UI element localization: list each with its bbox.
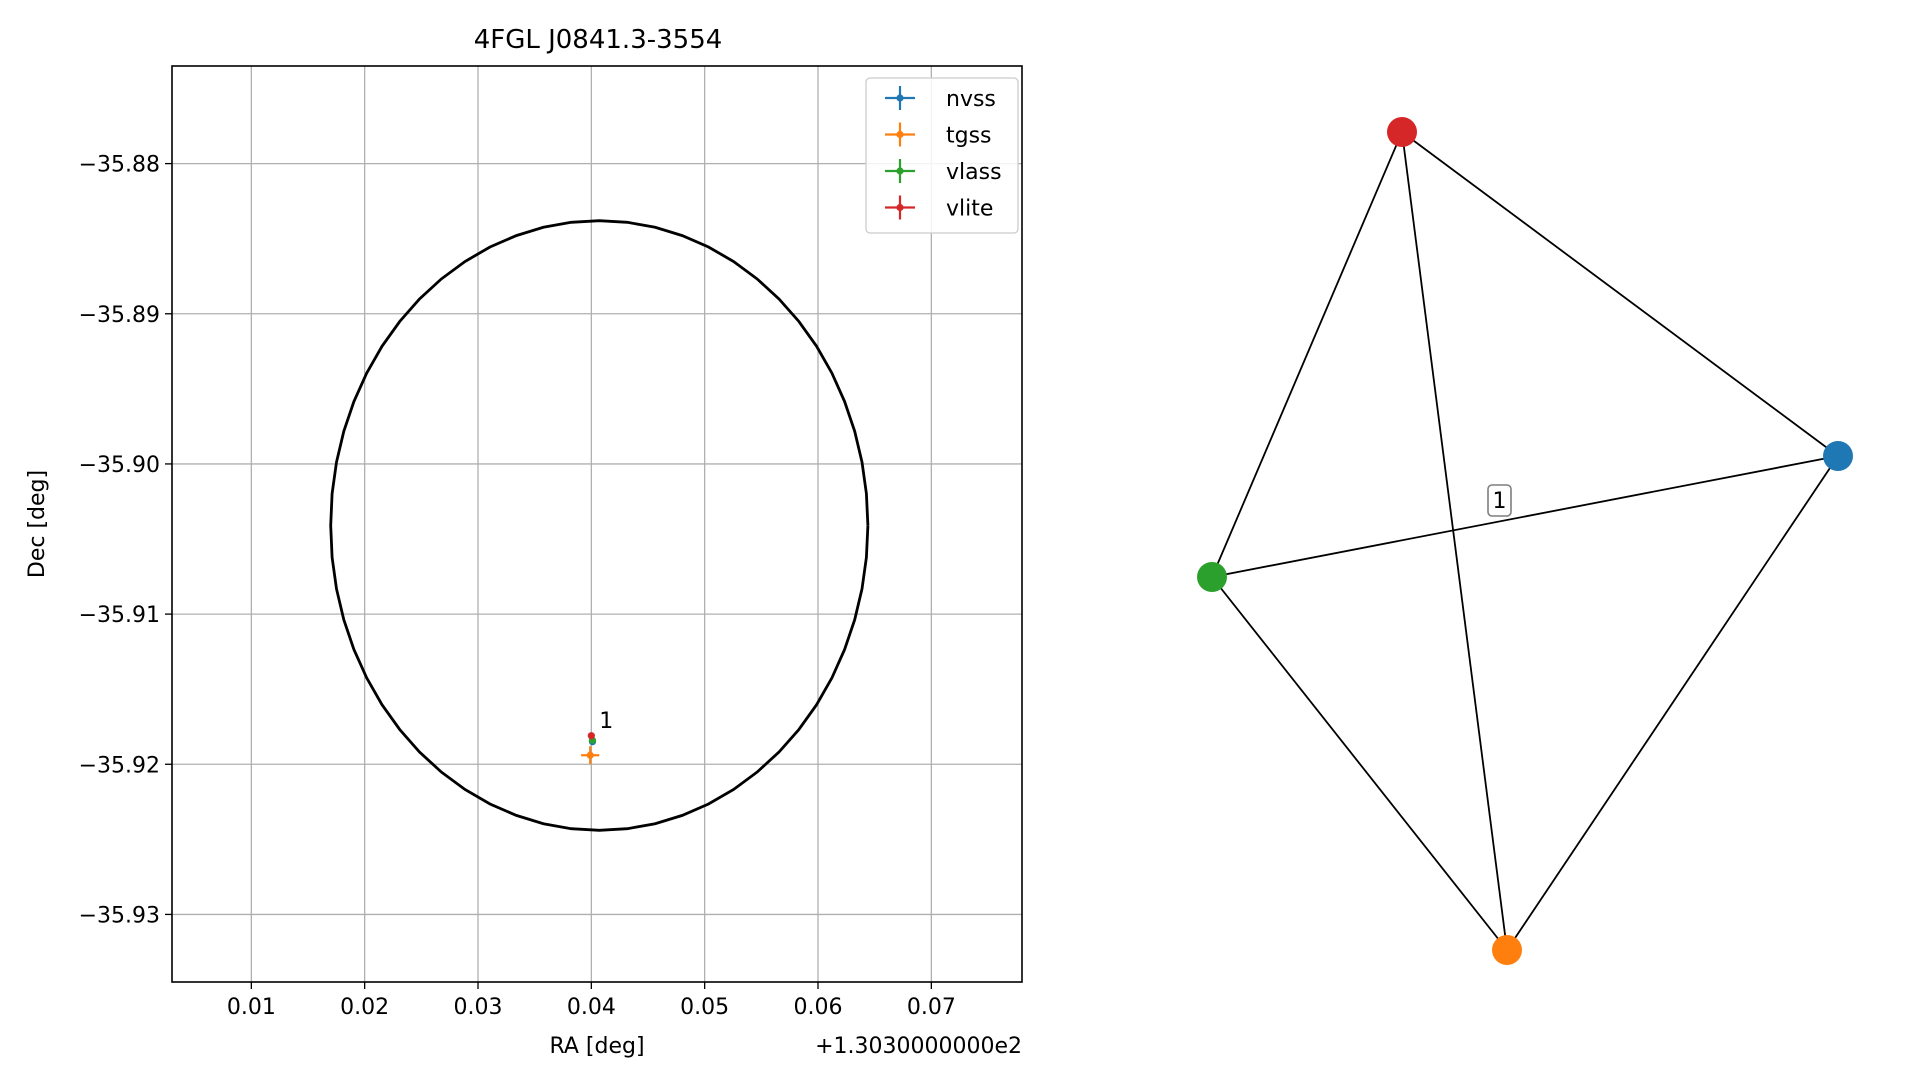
scatter-panel: 4FGL J0841.3-3554 1 0.01 0.02 0.03 0.04 0.05… (25, 25, 1023, 1059)
ellipse-layer (329, 219, 870, 832)
edge-vlite-nvss (1401, 131, 1839, 457)
y-tick-label: −35.91 (79, 603, 160, 628)
edge-vlass-tgss (1211, 576, 1508, 951)
legend-entry-vlite: vlite (885, 195, 993, 222)
y-tick-label: −35.88 (79, 153, 160, 178)
node-vlass (1197, 562, 1227, 592)
node-vlite (1387, 117, 1417, 147)
x-axis-label: RA [deg] (549, 1034, 644, 1059)
marker (587, 732, 595, 740)
nodes-layer (1197, 117, 1853, 965)
legend-entry-vlass: vlass (885, 159, 1002, 185)
x-tick-label: 0.06 (794, 995, 843, 1020)
point-vlite (587, 732, 595, 740)
legend-entry-nvss: nvss (885, 86, 996, 112)
edge-vlite-tgss (1401, 131, 1508, 951)
legend-label: tgss (946, 124, 992, 149)
edge-label-text: 1 (1493, 489, 1507, 514)
error-ellipse (329, 219, 870, 832)
x-tick-label: 0.05 (680, 995, 729, 1020)
legend-marker (896, 94, 904, 102)
edge-vlite-vlass (1211, 131, 1403, 578)
chart-title: 4FGL J0841.3-3554 (474, 25, 723, 55)
x-tick-label: 0.03 (454, 995, 503, 1020)
legend-marker (896, 167, 904, 175)
network-panel: 1 (1197, 117, 1853, 965)
point-annotation: 1 (599, 709, 613, 734)
edges-layer (1211, 131, 1839, 951)
points-layer: 1 (581, 709, 613, 765)
y-tick-label: −35.92 (79, 753, 160, 778)
legend-label: vlite (946, 197, 993, 222)
marker (586, 751, 594, 759)
ticks: 0.01 0.02 0.03 0.04 0.05 0.06 0.07 −35.88 −35.89… (79, 153, 956, 1020)
edge-nvss-tgss (1506, 455, 1839, 951)
grid (172, 66, 1022, 982)
y-tick-label: −35.90 (79, 453, 160, 478)
node-nvss (1823, 441, 1853, 471)
x-tick-label: 0.04 (567, 995, 616, 1020)
node-tgss (1492, 935, 1522, 965)
y-tick-label: −35.89 (79, 303, 160, 328)
legend-box (865, 77, 1019, 234)
y-axis-label: Dec [deg] (25, 470, 50, 578)
legend-marker (896, 203, 904, 212)
edge-nvss-vlass (1211, 455, 1839, 578)
point-tgss (581, 746, 600, 765)
legend-label: nvss (946, 87, 996, 112)
legend-label: vlass (946, 160, 1002, 185)
legend-entry-tgss: tgss (885, 122, 992, 149)
legend: nvss tgss vlass vlite (865, 77, 1019, 234)
x-tick-label: 0.01 (227, 995, 276, 1020)
y-tick-label: −35.93 (79, 903, 160, 928)
legend-marker (896, 130, 904, 139)
x-offset-label: +1.3030000000e2 (815, 1034, 1022, 1059)
edge-label-box (1487, 484, 1512, 517)
x-tick-label: 0.07 (907, 995, 956, 1020)
x-tick-label: 0.02 (340, 995, 389, 1020)
edge-label: 1 (1487, 484, 1512, 517)
plot-frame (171, 65, 1023, 983)
